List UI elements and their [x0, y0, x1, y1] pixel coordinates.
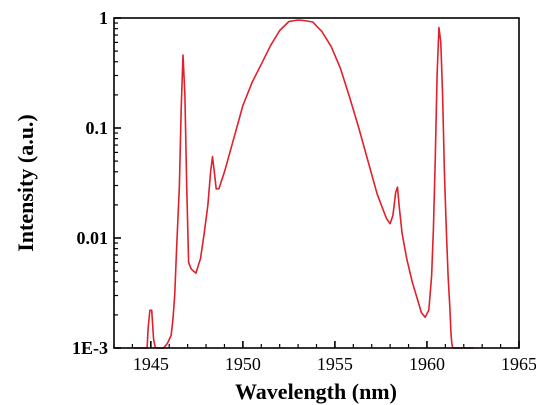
y-tick-label: 0.1: [86, 118, 109, 138]
x-tick-label: 1945: [133, 354, 169, 374]
plot-area: [113, 17, 520, 349]
y-tick-label: 0.01: [77, 228, 109, 248]
x-tick-label: 1960: [409, 354, 445, 374]
x-tick-label: 1950: [225, 354, 261, 374]
x-axis: 1945 1950 1955 1960 1965: [113, 341, 536, 374]
y-tick-label: 1E-3: [72, 338, 108, 358]
y-axis-title: Intensity (a.u.): [13, 114, 38, 252]
series-group: [133, 19, 474, 349]
x-axis-title: Wavelength (nm): [235, 379, 397, 404]
x-tick-label: 1955: [317, 354, 353, 374]
y-axis: 1E-3 0.01 0.1 1: [72, 8, 121, 358]
spectrum-line: [133, 19, 474, 349]
y-tick-label: 1: [99, 8, 108, 28]
x-tick-label: 1965: [501, 354, 536, 374]
